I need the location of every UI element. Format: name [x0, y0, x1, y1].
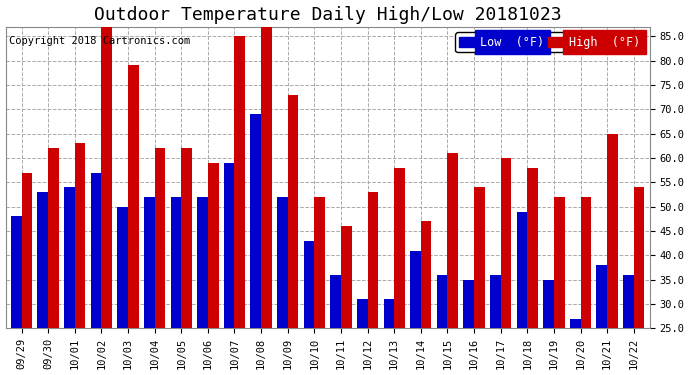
Bar [224, 163, 235, 328]
Bar [394, 168, 405, 328]
Bar [490, 275, 501, 328]
Bar [181, 148, 192, 328]
Title: Outdoor Temperature Daily High/Low 20181023: Outdoor Temperature Daily High/Low 20181… [94, 6, 562, 24]
Bar [368, 192, 378, 328]
Bar [543, 280, 554, 328]
Bar [90, 172, 101, 328]
Bar [155, 148, 166, 328]
Bar [554, 197, 564, 328]
Legend: Low  (°F), High  (°F): Low (°F), High (°F) [455, 32, 644, 53]
Bar [357, 299, 368, 328]
Bar [144, 197, 155, 328]
Bar [101, 27, 112, 328]
Bar [170, 197, 181, 328]
Bar [421, 221, 431, 328]
Bar [623, 275, 633, 328]
Bar [315, 197, 325, 328]
Bar [633, 187, 644, 328]
Bar [11, 216, 21, 328]
Bar [474, 187, 484, 328]
Bar [304, 241, 315, 328]
Bar [75, 143, 86, 328]
Bar [570, 319, 580, 328]
Bar [331, 275, 341, 328]
Bar [235, 36, 245, 328]
Bar [384, 299, 394, 328]
Bar [197, 197, 208, 328]
Bar [48, 148, 59, 328]
Bar [501, 158, 511, 328]
Bar [527, 168, 538, 328]
Bar [208, 163, 219, 328]
Bar [437, 275, 447, 328]
Bar [261, 27, 272, 328]
Bar [64, 187, 75, 328]
Bar [607, 134, 618, 328]
Bar [128, 66, 139, 328]
Bar [580, 197, 591, 328]
Bar [37, 192, 48, 328]
Bar [288, 94, 298, 328]
Bar [447, 153, 458, 328]
Bar [117, 207, 128, 328]
Bar [277, 197, 288, 328]
Bar [341, 226, 352, 328]
Bar [250, 114, 261, 328]
Bar [21, 172, 32, 328]
Bar [464, 280, 474, 328]
Text: Copyright 2018 Cartronics.com: Copyright 2018 Cartronics.com [9, 36, 190, 45]
Bar [410, 251, 421, 328]
Bar [596, 265, 607, 328]
Bar [517, 211, 527, 328]
